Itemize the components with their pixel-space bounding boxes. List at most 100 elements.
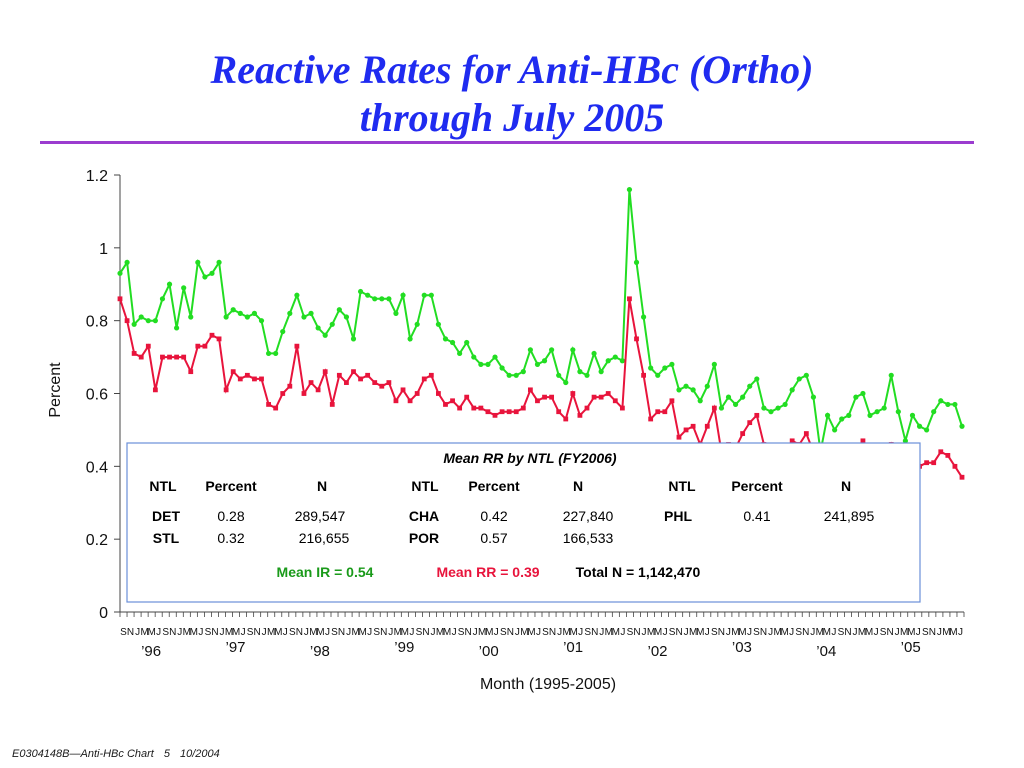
x-tick-label: J <box>283 627 288 638</box>
site-n: 216,655 <box>299 530 350 546</box>
x-tick-label: M <box>316 627 324 638</box>
x-tick-label: M <box>816 627 824 638</box>
data-point <box>131 351 137 356</box>
x-tick-label: J <box>388 627 393 638</box>
x-tick-label: J <box>852 627 857 638</box>
x-tick-label: J <box>684 627 689 638</box>
data-point <box>662 365 668 371</box>
x-tick-label: S <box>627 627 634 638</box>
site-n: 289,547 <box>295 508 346 524</box>
x-tick-label: J <box>430 627 435 638</box>
x-year-label: ’04 <box>816 643 836 660</box>
data-point <box>676 387 682 393</box>
data-point <box>846 412 852 418</box>
data-point <box>761 405 767 411</box>
data-point <box>605 358 611 364</box>
data-point <box>301 391 307 396</box>
data-point <box>619 358 625 364</box>
site-code: CHA <box>409 508 439 524</box>
x-tick-label: J <box>726 627 731 638</box>
data-point <box>499 409 505 415</box>
data-point <box>322 332 328 338</box>
x-tick-label: S <box>669 627 676 638</box>
x-tick-label: J <box>874 627 879 638</box>
x-tick-label: N <box>676 627 683 638</box>
data-point <box>265 350 272 357</box>
data-point <box>166 281 173 287</box>
data-point <box>351 369 356 375</box>
data-point <box>924 460 930 466</box>
data-point <box>414 391 420 396</box>
x-year-label: ’01 <box>563 639 583 656</box>
x-tick-label: N <box>169 627 176 638</box>
data-point <box>386 380 392 385</box>
x-tick-label: M <box>942 627 950 638</box>
x-tick-label: M <box>773 627 781 638</box>
data-point <box>160 354 165 360</box>
data-point <box>563 416 569 422</box>
data-point <box>152 387 158 393</box>
footer-date: 10/2004 <box>179 748 220 760</box>
data-point <box>435 321 442 327</box>
data-point <box>393 310 399 316</box>
data-point <box>138 354 144 360</box>
site-code: PHL <box>664 508 692 524</box>
data-point <box>902 438 908 444</box>
site-percent: 0.41 <box>743 508 770 524</box>
title-divider <box>40 141 974 144</box>
x-tick-label: S <box>205 627 212 638</box>
x-tick-label: J <box>156 627 161 638</box>
site-percent: 0.32 <box>217 530 244 546</box>
data-point <box>527 347 533 353</box>
x-tick-label: S <box>289 627 296 638</box>
header-ntl: NTL <box>411 478 439 494</box>
header-percent: Percent <box>205 478 257 494</box>
series-mean-ir <box>117 186 965 455</box>
data-point <box>443 402 448 407</box>
data-point <box>188 369 194 375</box>
y-axis-label: Percent <box>47 362 64 418</box>
x-tick-label: J <box>536 627 541 638</box>
data-point <box>400 292 406 298</box>
x-tick-label: J <box>409 627 414 638</box>
x-tick-label: J <box>473 627 478 638</box>
x-tick-label: M <box>647 627 655 638</box>
data-point <box>287 310 293 316</box>
data-point <box>259 376 264 382</box>
data-point <box>669 398 675 404</box>
x-tick-label: S <box>416 627 423 638</box>
data-point <box>619 405 625 411</box>
x-tick-label: N <box>591 627 598 638</box>
data-point <box>711 405 717 411</box>
x-tick-label: N <box>844 627 851 638</box>
data-point <box>188 314 194 320</box>
x-tick-label: J <box>620 627 625 638</box>
x-tick-label: J <box>304 627 309 638</box>
data-point <box>357 288 364 295</box>
data-point <box>421 292 427 298</box>
x-tick-label: N <box>760 627 767 638</box>
x-tick-label: M <box>140 627 148 638</box>
data-point <box>704 423 710 429</box>
data-point <box>450 398 455 404</box>
data-point <box>329 402 335 407</box>
data-point <box>315 325 321 331</box>
data-point <box>230 307 236 313</box>
data-point <box>167 354 172 360</box>
data-point <box>308 380 314 385</box>
x-tick-label: S <box>838 627 845 638</box>
x-tick-label: N <box>549 627 556 638</box>
data-point <box>570 391 576 396</box>
data-point <box>492 354 498 360</box>
data-point <box>506 372 512 378</box>
x-year-label: ’97 <box>225 639 245 656</box>
data-point <box>556 372 562 378</box>
data-point <box>159 296 166 302</box>
data-point <box>393 398 399 404</box>
x-tick-label: N <box>633 627 640 638</box>
data-point <box>612 398 618 404</box>
data-point <box>322 369 328 375</box>
header-percent: Percent <box>468 478 520 494</box>
x-tick-label: M <box>267 627 275 638</box>
